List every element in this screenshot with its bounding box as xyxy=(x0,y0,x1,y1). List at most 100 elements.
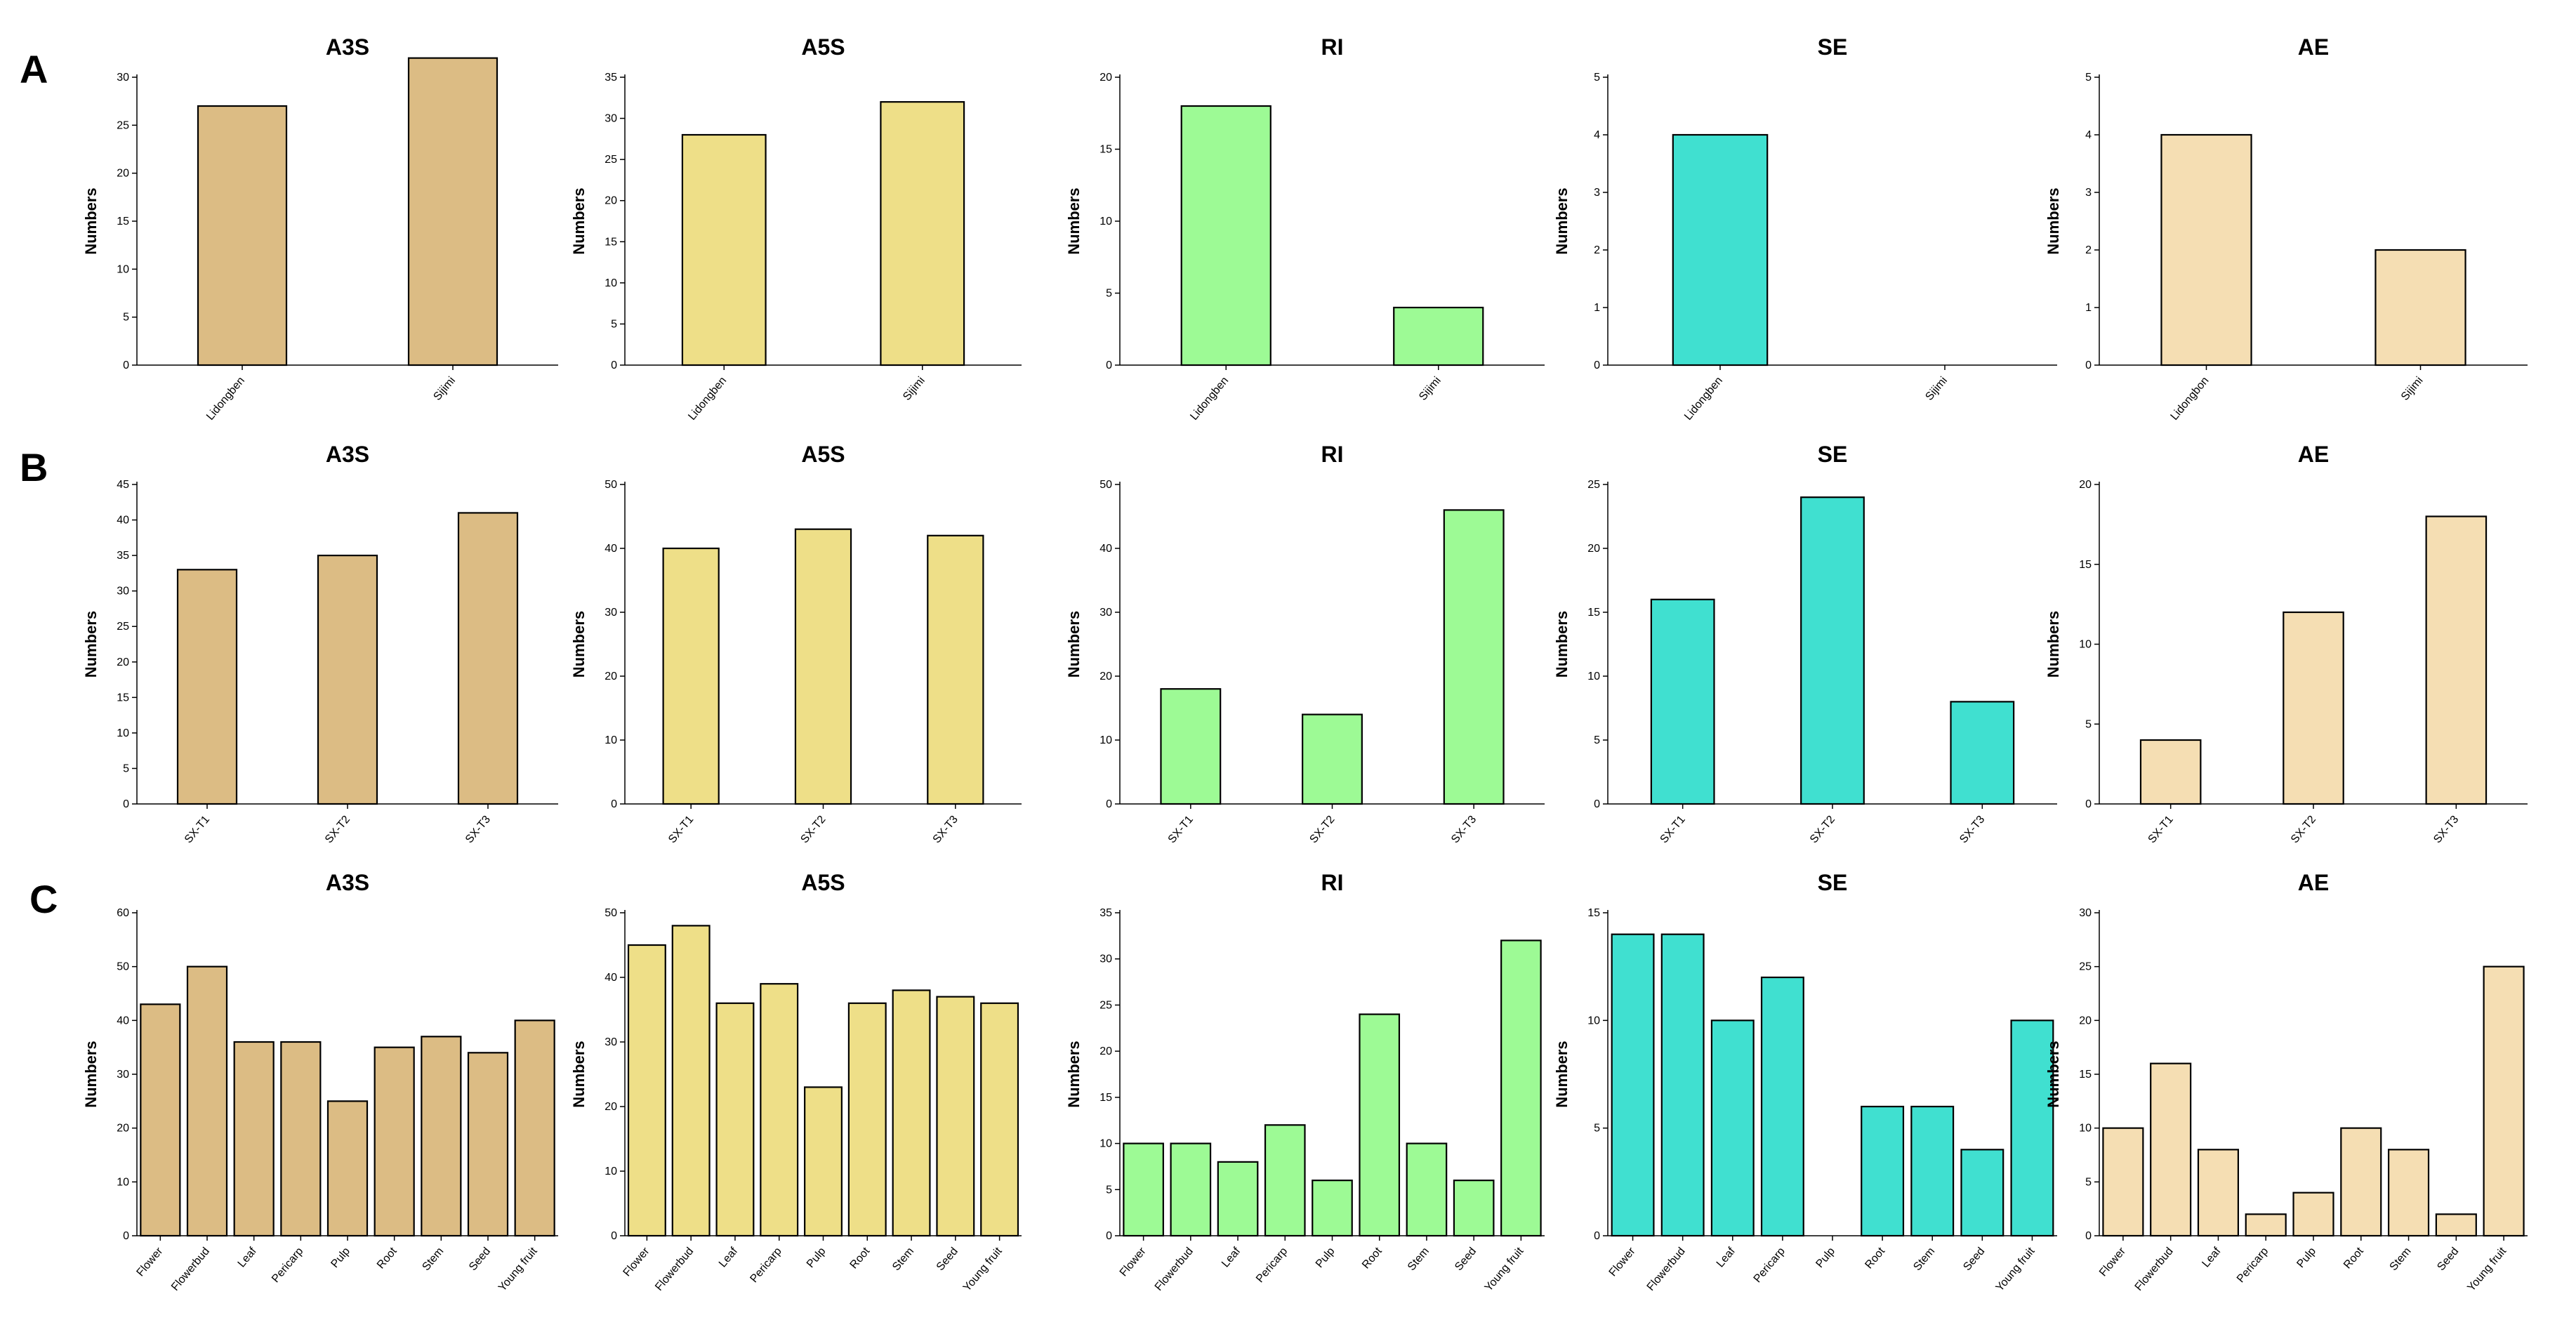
bar-pulp xyxy=(804,1086,843,1237)
x-tick-label: Flowerbud xyxy=(653,1246,696,1293)
y-tick-label: 35 xyxy=(117,550,129,562)
bar-pericarp xyxy=(280,1041,322,1237)
x-tick-label: SX-T1 xyxy=(2146,814,2176,846)
y-tick-label: 1 xyxy=(2085,302,2092,314)
x-tick-label: Flowerbud xyxy=(2133,1246,2176,1293)
chart-b-a5s: A5S Numbers SX-T1 SX-T2 SX-T3 0 10 20 30 40 50 xyxy=(570,442,1022,845)
y-tick-label: 10 xyxy=(1099,1138,1112,1150)
chart-title: A5S xyxy=(801,442,845,467)
x-tick-label: SX-T2 xyxy=(1307,814,1337,846)
y-axis-label: Numbers xyxy=(82,187,100,254)
bar-stem xyxy=(421,1036,462,1237)
x-tick-label: Sijimi xyxy=(2399,375,2426,403)
y-tick-label: 10 xyxy=(1587,1015,1600,1027)
y-tick-label: 2 xyxy=(1594,244,1600,256)
bar-sx-t3 xyxy=(2425,515,2488,805)
x-tick-label: Flower xyxy=(135,1245,166,1279)
x-tick-label: SX-T1 xyxy=(1166,814,1196,846)
bar-seed xyxy=(2435,1213,2477,1237)
y-tick-label: 35 xyxy=(1099,907,1112,919)
x-tick-label: Leaf xyxy=(717,1245,740,1269)
x-tick-label: Young fruit xyxy=(2465,1245,2509,1294)
x-tick-label: Pulp xyxy=(1314,1246,1337,1271)
x-tick-label: Seed xyxy=(934,1246,960,1274)
bar-pericarp xyxy=(2245,1213,2287,1237)
bar-leaf xyxy=(715,1002,755,1237)
x-tick-label: Stem xyxy=(2388,1246,2414,1274)
row-label-a: A xyxy=(20,47,48,91)
y-tick-label: 0 xyxy=(2085,798,2092,810)
chart-c-ri: RI Numbers Flower Flowerbud Leaf Pericarp Pulp… xyxy=(1065,870,1545,1294)
chart-title: SE xyxy=(1818,34,1848,60)
bar-flower xyxy=(1611,933,1655,1237)
bar-young-fruit xyxy=(980,1002,1019,1237)
y-axis-label: Numbers xyxy=(570,1041,588,1107)
y-tick-label: 0 xyxy=(123,1230,129,1242)
x-tick-label: Root xyxy=(1360,1245,1385,1271)
y-tick-label: 10 xyxy=(117,727,129,739)
y-tick-label: 40 xyxy=(605,543,617,555)
bar-sx-t1 xyxy=(176,569,238,805)
x-tick-label: SX-T3 xyxy=(931,814,960,846)
chart-title: SE xyxy=(1818,442,1848,467)
y-tick-label: 45 xyxy=(117,479,129,491)
y-axis-label: Numbers xyxy=(82,611,100,678)
y-tick-label: 20 xyxy=(1099,1045,1112,1057)
x-tick-label: SX-T1 xyxy=(1658,814,1688,846)
y-tick-label: 0 xyxy=(1594,1230,1600,1242)
chart-title: A3S xyxy=(326,870,369,895)
x-tick-label: SX-T2 xyxy=(2289,814,2318,846)
chart-title: A3S xyxy=(326,442,369,467)
y-tick-label: 10 xyxy=(605,1166,617,1177)
bar-seed xyxy=(936,996,975,1237)
y-tick-label: 0 xyxy=(1106,1230,1112,1242)
x-tick-label: Flowerbud xyxy=(1153,1246,1196,1293)
y-tick-label: 40 xyxy=(605,972,617,984)
chart-a-se: SE Numbers Lidongben Sijimi 0 1 2 3 4 5 xyxy=(1553,34,2057,423)
chart-a-ae: AE Numbers Lidongbon Sijimi 0 1 2 3 4 5 xyxy=(2045,34,2528,423)
x-tick-label: Lidongben xyxy=(1682,375,1725,423)
bar-leaf xyxy=(1710,1019,1755,1237)
chart-c-a3s: A3S Numbers Flower Flowerbud Leaf Pericarp Pul… xyxy=(82,870,558,1294)
y-tick-label: 10 xyxy=(605,734,617,746)
bar-sijimi xyxy=(1393,306,1484,367)
bar-sx-t1 xyxy=(1650,598,1715,805)
y-tick-label: 20 xyxy=(2079,479,2092,491)
chart-title: AE xyxy=(2298,442,2329,467)
x-tick-label: Sijimi xyxy=(901,375,927,403)
y-tick-label: 0 xyxy=(611,359,617,371)
bar-root xyxy=(374,1046,415,1237)
x-tick-label: Seed xyxy=(2435,1246,2461,1274)
y-tick-label: 10 xyxy=(2079,639,2092,651)
y-tick-label: 0 xyxy=(611,1230,617,1242)
y-tick-label: 0 xyxy=(1106,798,1112,810)
bar-flower xyxy=(140,1003,181,1237)
bar-young-fruit xyxy=(2010,1019,2054,1237)
bar-stem xyxy=(1910,1105,1955,1237)
y-axis-label: Numbers xyxy=(1065,1041,1083,1107)
y-tick-label: 15 xyxy=(605,236,617,248)
x-tick-label: Flower xyxy=(2097,1245,2128,1279)
y-tick-label: 15 xyxy=(1587,607,1600,619)
chart-c-a5s: A5S Numbers Flower Flowerbud Leaf Pericarp Pul… xyxy=(570,870,1022,1294)
y-tick-label: 0 xyxy=(1106,359,1112,371)
y-tick-label: 0 xyxy=(123,359,129,371)
x-tick-label: Pulp xyxy=(2294,1246,2318,1271)
x-tick-label: Pericarp xyxy=(270,1246,305,1286)
y-tick-label: 0 xyxy=(1594,798,1600,810)
x-tick-label: Lidongbon xyxy=(2168,375,2211,423)
x-tick-label: Flowerbud xyxy=(1645,1246,1688,1293)
chart-a-a3s: A3S Numbers Lidongben Sijimi 0 5 10 15 20 25 30 xyxy=(82,34,558,423)
x-tick-label: Sijimi xyxy=(1417,375,1444,403)
x-tick-label: Flower xyxy=(1607,1245,1638,1279)
y-tick-label: 40 xyxy=(117,1015,129,1027)
y-tick-label: 40 xyxy=(117,515,129,527)
y-tick-label: 2 xyxy=(2085,244,2092,256)
bar-sijimi xyxy=(407,57,498,367)
y-tick-label: 50 xyxy=(117,961,129,973)
y-tick-label: 0 xyxy=(2085,359,2092,371)
bar-lidongben xyxy=(197,105,288,367)
y-tick-label: 20 xyxy=(1099,671,1112,682)
y-tick-label: 5 xyxy=(2085,718,2092,730)
y-tick-label: 0 xyxy=(611,798,617,810)
